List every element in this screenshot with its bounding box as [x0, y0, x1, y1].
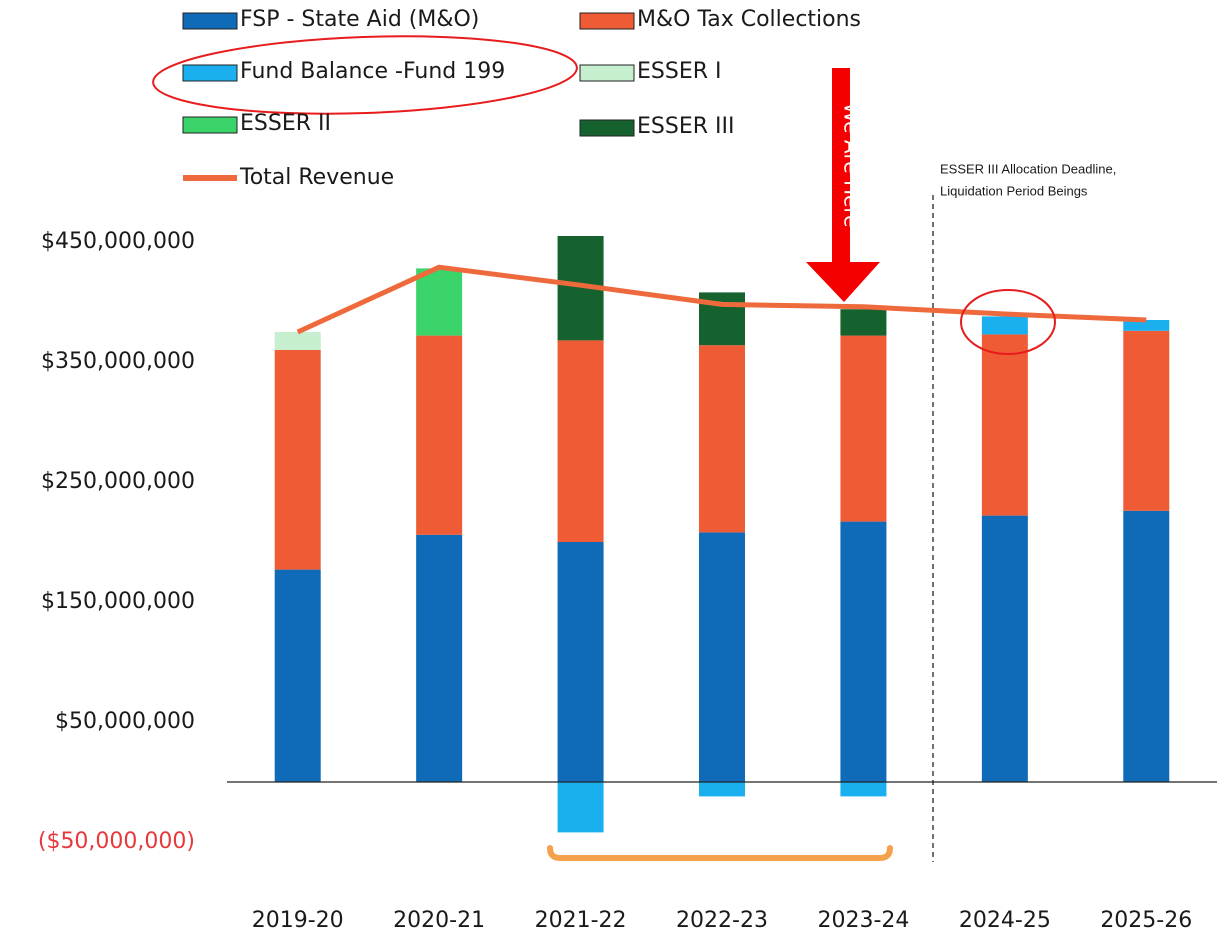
legend-swatch: [579, 64, 635, 82]
highlight-circle: [960, 289, 1056, 355]
deadline-note: Liquidation Period Beings: [940, 183, 1088, 198]
legend-swatch: [579, 12, 635, 30]
bracket: [547, 845, 893, 861]
total-revenue-line: [296, 264, 1147, 335]
bar-segment: [557, 340, 604, 542]
bar-segment: [416, 268, 463, 336]
bar-segment: [1123, 510, 1170, 782]
bar-segment: [981, 515, 1028, 782]
deadline-note: ESSER III Allocation Deadline,: [940, 161, 1116, 176]
legend-swatch: [579, 119, 635, 137]
bar-segment: [699, 532, 745, 782]
y-tick-label: ($50,000,000): [38, 829, 195, 854]
legend-label: ESSER I: [637, 59, 722, 84]
legend-swatch: [182, 116, 238, 134]
highlight-circle: [152, 35, 578, 115]
x-tick-label: 2022-23: [676, 908, 768, 933]
y-tick-label: $350,000,000: [41, 349, 195, 374]
y-tick-label: $150,000,000: [41, 589, 195, 614]
legend-swatch: [182, 12, 238, 30]
bar-segment: [416, 534, 463, 782]
bar-segment: [699, 345, 745, 533]
bar-segment: [981, 316, 1028, 335]
legend-swatch: [183, 175, 237, 181]
legend-label: M&O Tax Collections: [637, 7, 861, 32]
bar-segment: [840, 521, 887, 782]
y-tick-label: $450,000,000: [41, 229, 195, 254]
bar-segment: [274, 350, 321, 570]
x-tick-label: 2019-20: [252, 908, 344, 933]
legend-label: ESSER III: [637, 114, 734, 139]
legend-label: FSP - State Aid (M&O): [240, 7, 479, 32]
bar-segment: [416, 335, 463, 535]
bar-segment: [699, 782, 745, 797]
bar-segment: [981, 334, 1028, 516]
y-tick-label: $250,000,000: [41, 469, 195, 494]
arrow: [806, 68, 880, 302]
legend-label: Fund Balance -Fund 199: [240, 59, 505, 84]
bar-segment: [840, 335, 887, 522]
x-tick-label: 2025-26: [1100, 908, 1192, 933]
legend-label: Total Revenue: [239, 165, 394, 190]
arrow-label: We Are Here: [840, 103, 864, 228]
x-tick-label: 2024-25: [959, 908, 1051, 933]
marks: $450,000,000 $350,000,000 $250,000,000 $150…: [38, 229, 1217, 933]
x-tick-label: 2023-24: [817, 908, 909, 933]
bar-segment: [274, 569, 321, 782]
bar-segment: [840, 782, 887, 797]
x-tick-label: 2020-21: [393, 908, 485, 933]
bar-segment: [274, 332, 321, 350]
bar-segment: [557, 782, 604, 833]
bar-segment: [1123, 330, 1170, 511]
bar-segment: [840, 309, 887, 336]
legend-swatch: [182, 64, 238, 82]
bar-segment: [557, 542, 604, 782]
bar-segment: [1123, 320, 1170, 331]
y-tick-label: $50,000,000: [55, 709, 195, 734]
x-tick-label: 2021-22: [535, 908, 627, 933]
legend-label: ESSER II: [240, 111, 331, 136]
